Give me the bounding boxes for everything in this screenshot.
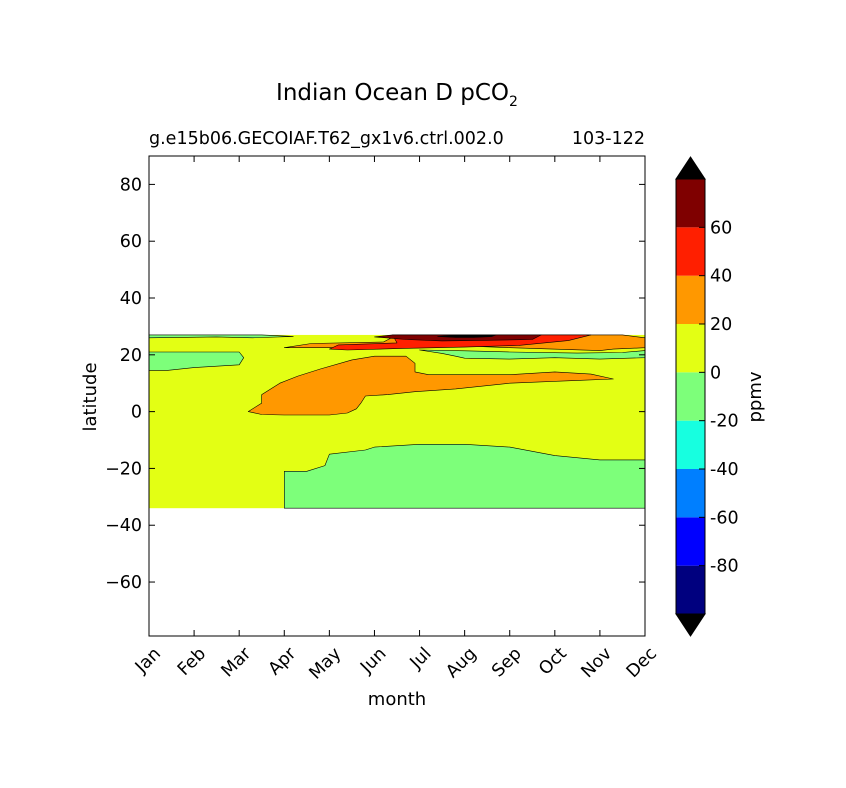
contour-green-east-band	[419, 349, 646, 360]
chart-subtitle-left: g.e15b06.GECOIAF.T62_gx1v6.ctrl.002.0	[149, 129, 504, 149]
colorbar-segment	[676, 469, 705, 518]
chart-subtitle-right: 103-122	[572, 129, 645, 149]
x-axis-label: month	[368, 689, 426, 710]
colorbar-segment	[676, 324, 705, 373]
y-tick-label: −60	[105, 573, 142, 593]
y-tick-label: 40	[120, 289, 142, 309]
y-axis-label: latitude	[80, 362, 101, 431]
colorbar-segment	[676, 517, 705, 566]
colorbar-tick-label: 40	[710, 267, 732, 287]
contour-green-south-pocket	[148, 351, 244, 371]
contour-darkred-north	[374, 334, 542, 342]
colorbar-tick-label: 20	[710, 315, 732, 335]
colorbar-segment	[676, 275, 705, 324]
y-tick-label: −40	[105, 516, 142, 536]
y-tick-label: 20	[120, 346, 142, 366]
contour-green-south	[283, 443, 646, 509]
colorbar-tick-label: -20	[710, 412, 739, 432]
colorbar-label: ppmv	[745, 371, 766, 422]
plot-frame	[148, 155, 646, 637]
chart-title: Indian Ocean D pCO2	[276, 80, 518, 110]
colorbar-frame	[675, 178, 706, 615]
contour-fill-layer	[148, 334, 646, 509]
y-tick-label: 0	[131, 403, 142, 423]
y-tick-label: 80	[120, 175, 142, 195]
colorbar: 60 40 20 0 -20 -40 -60 -80	[675, 156, 739, 637]
colorbar-segment	[676, 372, 705, 421]
chart-title-main: Indian Ocean D pCO	[276, 80, 509, 106]
colorbar-segment	[676, 565, 705, 614]
colorbar-tick-label: -60	[710, 508, 739, 528]
colorbar-segment	[676, 179, 705, 228]
colorbar-segment	[676, 420, 705, 469]
colorbar-tick-label: 0	[710, 363, 721, 383]
colorbar-tick-label: -40	[710, 460, 739, 480]
colorbar-segment	[676, 227, 705, 276]
y-tick-label: 60	[120, 232, 142, 252]
contour-black-core	[437, 334, 497, 338]
contour-orange-central	[247, 355, 614, 416]
colorbar-tick-label: 60	[710, 218, 732, 238]
colorbar-tick-label: -80	[710, 557, 739, 577]
y-tick-label: −20	[105, 459, 142, 479]
chart-title-subscript: 2	[509, 94, 518, 110]
